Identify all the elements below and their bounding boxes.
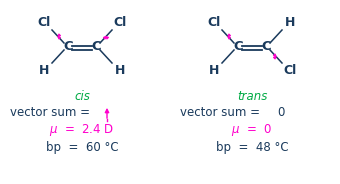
Text: H: H (285, 15, 295, 29)
Text: vector sum =: vector sum = (10, 105, 94, 118)
Text: $\mu$  =  0: $\mu$ = 0 (232, 122, 273, 138)
Text: Cl: Cl (207, 15, 221, 29)
Text: H: H (209, 65, 219, 77)
Text: H: H (115, 65, 125, 77)
Text: cis: cis (74, 89, 90, 102)
Text: bp  =  48 °C: bp = 48 °C (216, 141, 288, 155)
Text: Cl: Cl (113, 15, 126, 29)
Text: C: C (233, 40, 243, 54)
Text: C: C (91, 40, 101, 54)
Text: trans: trans (237, 89, 267, 102)
Text: 0: 0 (277, 105, 284, 118)
Text: C: C (261, 40, 271, 54)
Text: Cl: Cl (283, 65, 296, 77)
Text: vector sum =: vector sum = (180, 105, 264, 118)
Text: C: C (63, 40, 73, 54)
Text: Cl: Cl (37, 15, 51, 29)
Text: $\mu$  =  2.4 D: $\mu$ = 2.4 D (49, 122, 115, 138)
Text: bp  =  60 °C: bp = 60 °C (46, 141, 118, 155)
Text: H: H (39, 65, 49, 77)
